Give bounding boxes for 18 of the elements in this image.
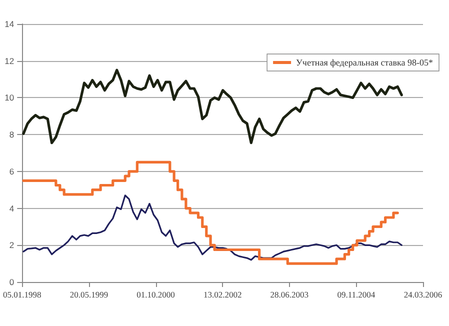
line-series (22, 68, 403, 144)
y-tick-label: 12 (4, 56, 14, 66)
x-tick-label: 01.10.2000 (136, 290, 175, 300)
y-tick-label: 0 (9, 277, 14, 287)
y-tick-label: 4 (9, 203, 14, 214)
legend-label: Учетная федеральная ставка 98-05* (296, 58, 434, 68)
x-tick-label: 28.06.2003 (270, 290, 308, 300)
y-tick-label: 8 (9, 130, 14, 140)
y-tick-label: 6 (9, 166, 14, 176)
x-tick-label: 20.05.1999 (70, 290, 108, 300)
y-tick-label: 14 (4, 19, 14, 29)
line-series (22, 194, 402, 261)
y-tick-label: 10 (4, 92, 14, 103)
x-tick-label: 09.11.2004 (337, 290, 376, 300)
x-tick-label: 13.02.2002 (203, 290, 242, 300)
x-tick-label: 05.01.1998 (3, 290, 42, 300)
y-tick-label: 2 (9, 240, 14, 250)
x-tick-label: 24.03.2006 (404, 290, 442, 300)
